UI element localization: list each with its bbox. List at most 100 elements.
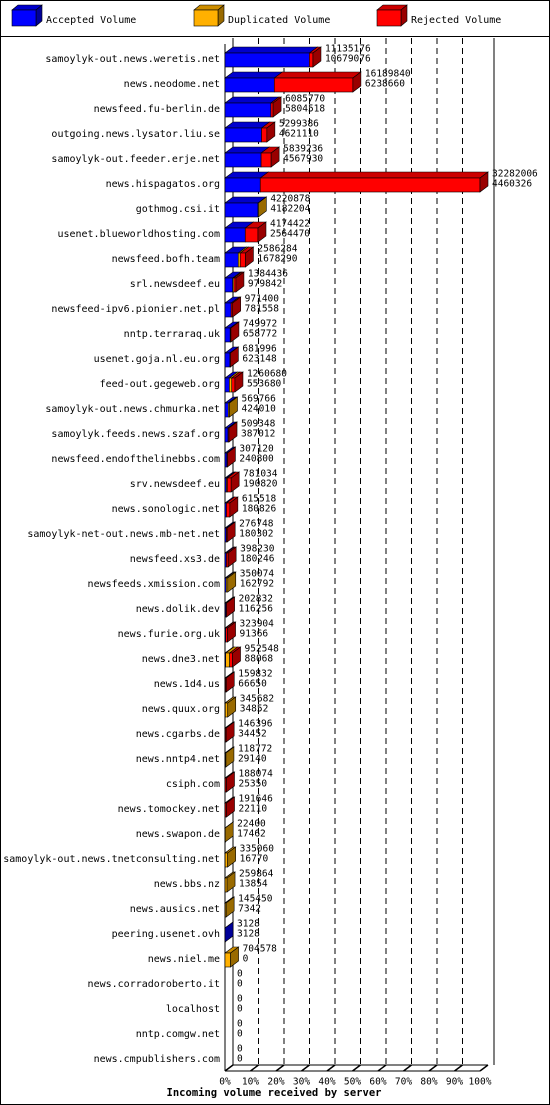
tick-mark xyxy=(479,1064,489,1072)
bar-side xyxy=(232,646,241,668)
x-tick-label: 80% xyxy=(420,1077,437,1088)
category-label: samoylyk-out.news.tnetconsulting.net xyxy=(3,854,220,865)
total-label: 188074 xyxy=(238,769,273,780)
bar xyxy=(224,277,234,293)
total-label: 202832 xyxy=(239,594,273,605)
total-label: 11135176 xyxy=(325,44,371,55)
bar-top xyxy=(224,96,280,104)
legend-swatch xyxy=(376,9,402,27)
bar-side xyxy=(227,696,237,718)
bar-side xyxy=(232,296,241,318)
x-axis-title: Incoming volume received by server xyxy=(167,1087,382,1099)
legend-label: Rejected Volume xyxy=(411,15,501,26)
category-label: news.cmpublishers.com xyxy=(94,1054,220,1065)
accepted-label: 6238660 xyxy=(365,79,405,90)
bar xyxy=(224,177,261,193)
total-label: 5839236 xyxy=(283,144,323,155)
bar xyxy=(224,852,228,868)
accepted-label: 5804518 xyxy=(285,104,325,115)
accepted-label: 66650 xyxy=(238,679,267,690)
accepted-label: 17462 xyxy=(237,829,266,840)
tick-mark xyxy=(352,1064,361,1072)
bar xyxy=(309,52,314,68)
bar-side xyxy=(227,546,237,568)
accepted-label: 1678290 xyxy=(257,254,297,265)
accepted-label: 0 xyxy=(237,1054,243,1065)
bar-side xyxy=(270,146,280,168)
bar xyxy=(224,127,262,143)
category-label: newsfeed-ipv6.pionier.net.pl xyxy=(51,304,220,315)
category-label: feed-out.gegeweb.org xyxy=(100,379,220,390)
bar-side xyxy=(225,896,235,918)
bar xyxy=(224,152,262,168)
accepted-label: 0 xyxy=(243,954,249,965)
accepted-label: 29140 xyxy=(238,754,267,765)
bar xyxy=(224,402,229,418)
category-label: news.furie.org.uk xyxy=(118,629,220,640)
bar-side xyxy=(224,821,234,843)
bar xyxy=(224,227,246,243)
accepted-label: 10679076 xyxy=(325,54,371,65)
bar-side xyxy=(230,346,239,368)
total-label: 259864 xyxy=(239,869,274,880)
total-label: 307120 xyxy=(239,444,274,455)
total-label: 971400 xyxy=(245,294,280,305)
bar-side xyxy=(227,621,236,643)
total-label: 0 xyxy=(237,1044,243,1055)
accepted-label: 16770 xyxy=(240,854,269,865)
bar xyxy=(239,252,246,268)
total-label: 345682 xyxy=(240,694,274,705)
category-label: nntp.comgw.net xyxy=(136,1029,220,1040)
category-label: newsfeeds.xmission.com xyxy=(88,579,220,590)
bar-side xyxy=(312,46,322,68)
bar-side xyxy=(352,71,362,93)
category-label: newsfeed.bofh.team xyxy=(112,254,220,265)
accepted-label: 553680 xyxy=(247,379,282,390)
legend-label: Duplicated Volume xyxy=(228,15,330,26)
accepted-label: 387012 xyxy=(241,429,275,440)
tick-mark xyxy=(224,1064,234,1072)
bar xyxy=(226,477,232,493)
category-label: news.ausics.net xyxy=(130,904,220,915)
tick-mark xyxy=(403,1064,412,1072)
x-tick-label: 90% xyxy=(446,1077,463,1088)
x-tick-label: 100% xyxy=(469,1077,492,1088)
x-tick-label: 50% xyxy=(344,1077,361,1088)
accepted-label: 25350 xyxy=(238,779,267,790)
category-label: news.hispagatos.org xyxy=(106,179,220,190)
total-label: 350074 xyxy=(240,569,275,580)
bar xyxy=(259,177,481,193)
tick-mark xyxy=(326,1064,336,1072)
category-label: newsfeed.xs3.de xyxy=(130,554,220,565)
category-label: outgoing.news.lysator.liu.se xyxy=(51,129,220,140)
accepted-label: 13854 xyxy=(239,879,268,890)
category-label: news.dne3.net xyxy=(142,654,220,665)
bar xyxy=(224,202,259,218)
accepted-label: 623148 xyxy=(242,354,277,365)
accepted-label: 240800 xyxy=(239,454,274,465)
accepted-label: 180826 xyxy=(242,504,277,515)
accepted-label: 91366 xyxy=(240,629,269,640)
bar-top xyxy=(224,71,284,79)
bar-top xyxy=(259,171,489,179)
category-label: samoylyk-out.news.chmurka.net xyxy=(45,404,220,415)
bar-side xyxy=(272,96,282,118)
total-label: 276748 xyxy=(239,519,274,530)
bar-side xyxy=(266,121,276,143)
total-label: 681996 xyxy=(242,344,277,355)
legend-label: Accepted Volume xyxy=(46,15,136,26)
bar-side xyxy=(226,796,235,818)
tick-mark xyxy=(275,1064,285,1072)
bar-side xyxy=(224,921,234,943)
bar-side xyxy=(258,196,267,218)
bar xyxy=(224,377,230,393)
accepted-label: 162792 xyxy=(240,579,274,590)
total-label: 952548 xyxy=(245,644,280,655)
x-tick-label: 70% xyxy=(395,1077,412,1088)
bar-side xyxy=(234,371,244,393)
category-label: news.nntp4.net xyxy=(136,754,220,765)
bar-side xyxy=(230,946,239,968)
bar-side xyxy=(226,871,236,893)
accepted-label: 4621110 xyxy=(279,129,319,140)
